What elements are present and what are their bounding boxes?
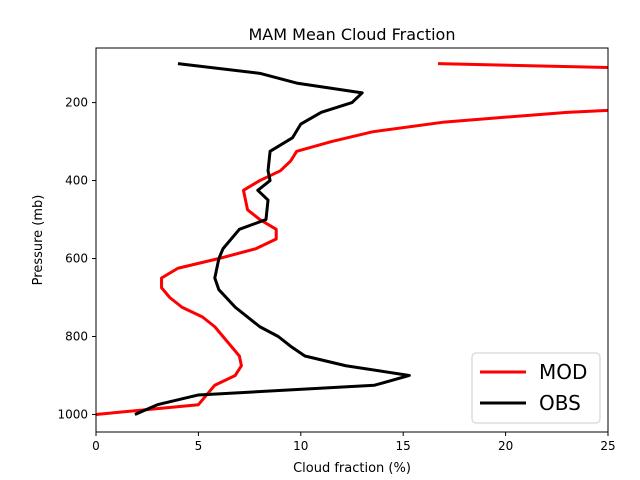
x-tick-label: 20 bbox=[498, 439, 513, 453]
y-tick-label: 800 bbox=[65, 329, 88, 343]
series-layer bbox=[95, 62, 609, 416]
y-tick-label: 1000 bbox=[57, 407, 88, 421]
x-axis-ticks: 0 5 10 15 20 25 bbox=[92, 432, 616, 453]
y-axis-ticks: 200 400 600 800 1000 bbox=[57, 96, 96, 421]
y-tick-label: 200 bbox=[65, 96, 88, 110]
plot-frame bbox=[95, 47, 609, 433]
legend: MOD OBS bbox=[471, 352, 601, 424]
y-tick-label: 400 bbox=[65, 174, 88, 188]
y-tick-label: 600 bbox=[65, 252, 88, 266]
x-tick-label: 15 bbox=[396, 439, 411, 453]
legend-label-obs: OBS bbox=[539, 391, 581, 415]
x-axis-label: Cloud fraction (%) bbox=[293, 461, 411, 476]
legend-entries: MOD OBS bbox=[480, 360, 587, 415]
x-tick-label: 25 bbox=[600, 439, 615, 453]
legend-label-mod: MOD bbox=[539, 360, 587, 384]
x-tick-label: 0 bbox=[92, 439, 100, 453]
x-tick-label: 10 bbox=[293, 439, 308, 453]
series-mod-line-0 bbox=[437, 62, 609, 69]
chart-title: MAM Mean Cloud Fraction bbox=[249, 25, 456, 44]
x-tick-label: 5 bbox=[195, 439, 203, 453]
series-obs-line-0 bbox=[134, 62, 411, 416]
y-axis-label: Pressure (mb) bbox=[31, 195, 46, 286]
